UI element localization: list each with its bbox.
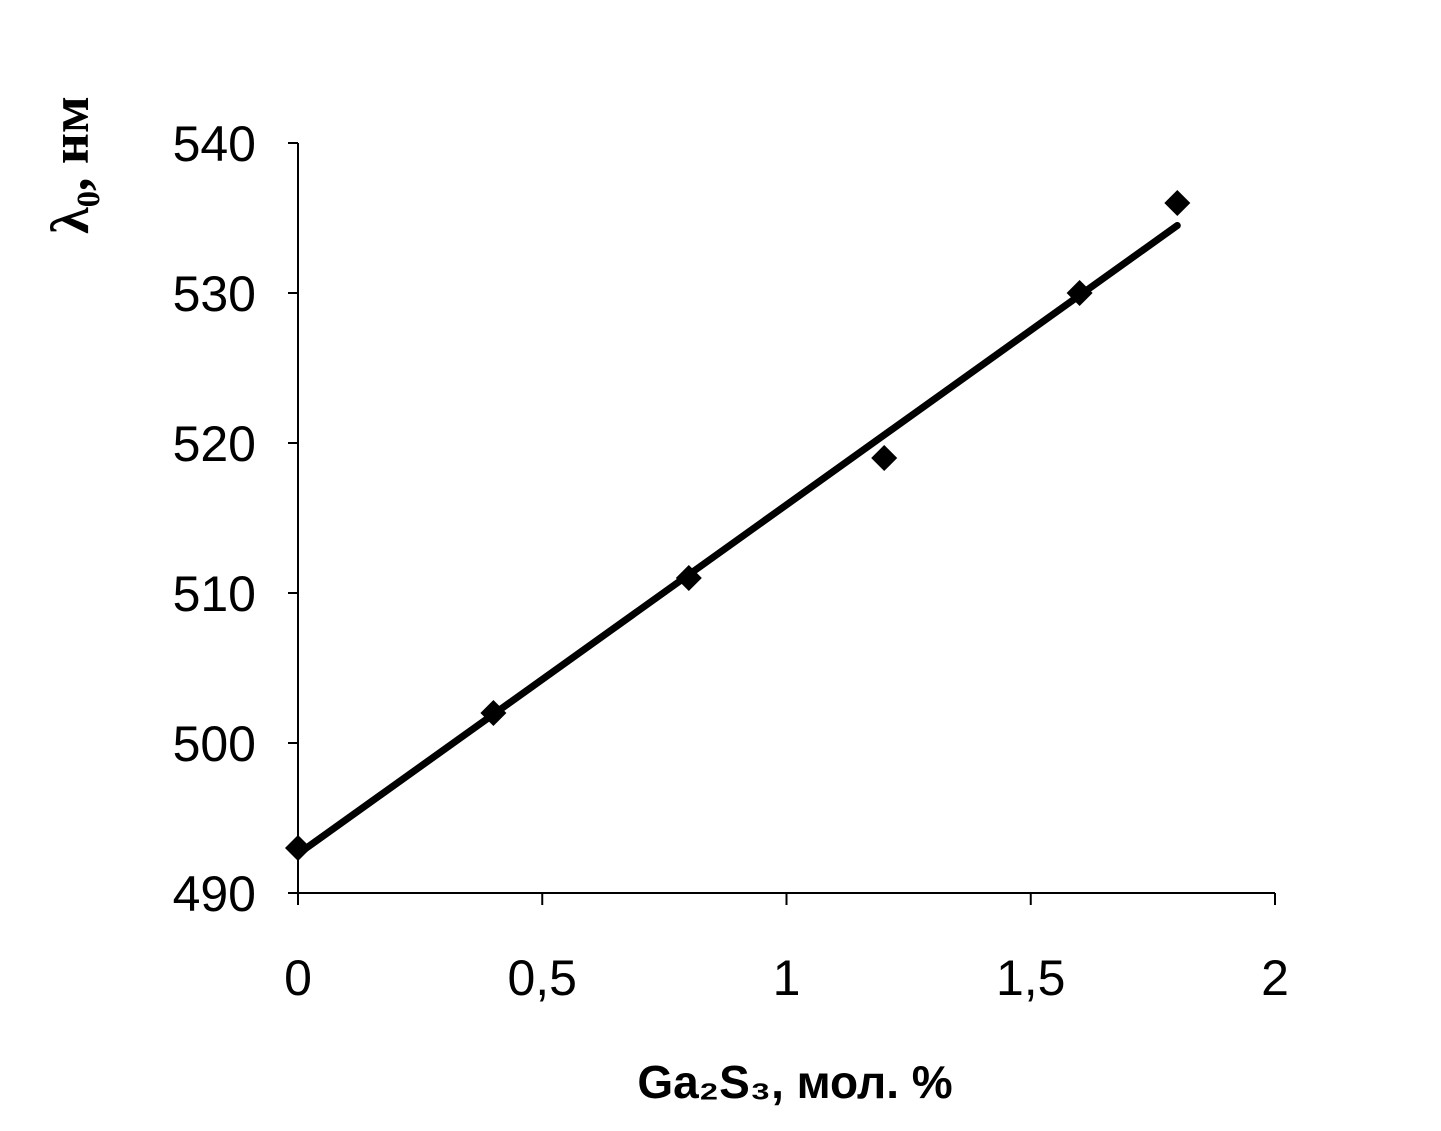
x-tick-label: 0,5 bbox=[507, 950, 577, 1006]
y-tick-label: 520 bbox=[173, 416, 256, 472]
x-axis-title: Ga₂S₃, мол. % bbox=[637, 1056, 952, 1108]
data-point bbox=[675, 565, 702, 591]
data-point bbox=[1066, 280, 1093, 306]
y-tick-label: 540 bbox=[173, 116, 256, 172]
x-tick-label: 2 bbox=[1261, 950, 1289, 1006]
y-axis-title: λ₀, нм bbox=[40, 96, 100, 234]
y-tick-label: 490 bbox=[173, 866, 256, 922]
y-tick-label: 500 bbox=[173, 716, 256, 772]
data-point bbox=[285, 835, 311, 861]
data-point bbox=[480, 700, 507, 726]
x-tick-label: 1 bbox=[773, 950, 801, 1006]
trendline-segment bbox=[294, 222, 1181, 858]
data-points bbox=[285, 190, 1191, 861]
data-point bbox=[1164, 190, 1191, 216]
data-point bbox=[871, 445, 898, 471]
x-tick-label: 1,5 bbox=[996, 950, 1066, 1006]
axes bbox=[297, 143, 1275, 894]
ticks: 490 500 510 520 530 540 0 0,5 1 1,5 2 bbox=[173, 116, 1289, 1006]
y-tick-label: 530 bbox=[173, 266, 256, 322]
x-tick-label: 0 bbox=[284, 950, 312, 1006]
y-tick-label: 510 bbox=[173, 566, 256, 622]
trendline bbox=[294, 222, 1181, 858]
